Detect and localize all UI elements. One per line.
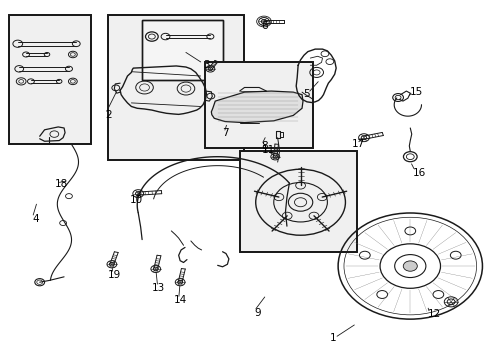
Text: 6: 6 <box>261 21 267 31</box>
Bar <box>9 15 91 144</box>
Text: 19: 19 <box>108 270 121 280</box>
Text: 8: 8 <box>261 141 267 151</box>
Text: 18: 18 <box>54 179 67 189</box>
Text: 1: 1 <box>329 333 336 343</box>
Text: 11: 11 <box>261 144 274 154</box>
Circle shape <box>403 261 416 271</box>
Text: 10: 10 <box>130 195 143 205</box>
Text: 17: 17 <box>351 139 364 149</box>
Bar <box>239 151 356 252</box>
Bar <box>9 15 91 144</box>
Text: 5: 5 <box>303 89 309 99</box>
Text: 4: 4 <box>32 215 39 224</box>
Text: 15: 15 <box>409 87 423 97</box>
Bar <box>205 62 312 148</box>
Text: 12: 12 <box>427 310 440 319</box>
Bar <box>142 21 222 80</box>
Text: 14: 14 <box>173 295 187 305</box>
Text: 16: 16 <box>412 168 425 178</box>
Polygon shape <box>211 91 303 123</box>
Text: 13: 13 <box>152 283 165 293</box>
Text: 2: 2 <box>105 111 112 121</box>
Bar <box>108 15 243 160</box>
Bar <box>142 21 222 80</box>
Text: 7: 7 <box>222 129 229 138</box>
Bar <box>205 62 312 148</box>
Bar <box>108 15 243 160</box>
Text: 9: 9 <box>254 308 260 318</box>
Text: 3: 3 <box>203 60 209 70</box>
Bar <box>239 151 356 252</box>
